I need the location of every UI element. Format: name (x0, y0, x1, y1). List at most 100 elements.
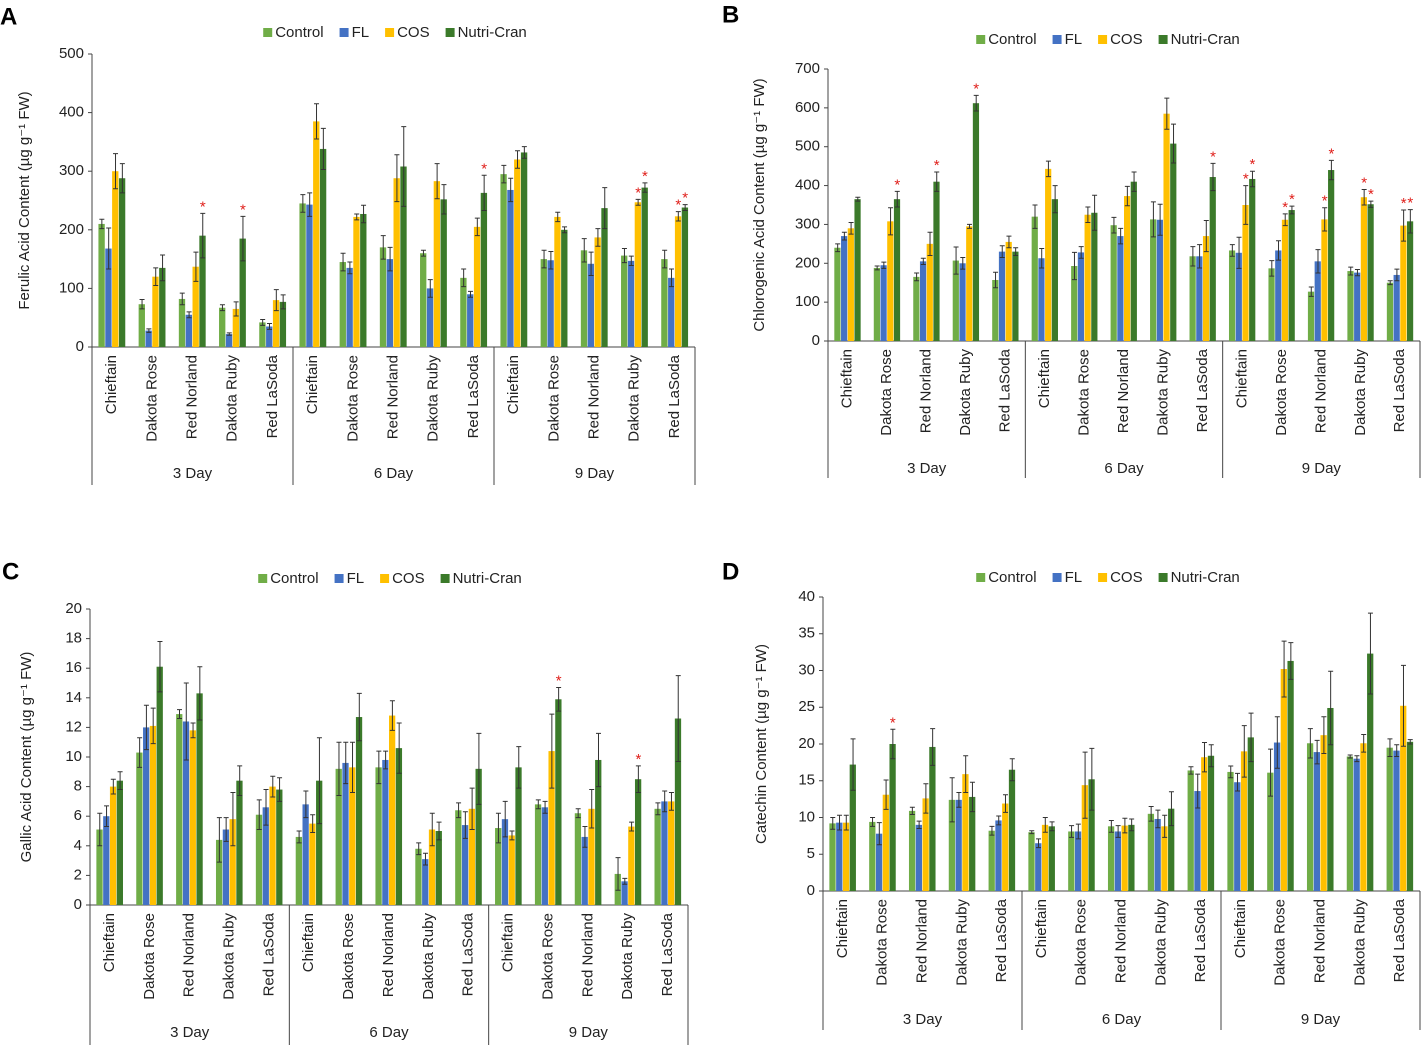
significance-mark: * (1243, 171, 1249, 188)
error-bar (380, 235, 386, 260)
panel-label: B (722, 1, 739, 28)
x-tick-label: Red Norland (1115, 349, 1132, 433)
bar (467, 294, 474, 347)
bar (1202, 236, 1210, 341)
x-tick-label: Red LaSoda (997, 348, 1014, 432)
bar (1393, 750, 1400, 891)
error-bar (589, 789, 595, 829)
error-bar (186, 311, 192, 319)
y-axis-title: Catechin Content (µg g⁻¹ FW) (753, 644, 770, 844)
bar (375, 767, 382, 905)
error-bar (320, 127, 326, 170)
x-tick-label: Chieftain (1036, 349, 1053, 408)
bar (948, 799, 956, 891)
error-bar (266, 323, 272, 330)
bar (1107, 826, 1115, 891)
bar (1360, 743, 1367, 891)
bar (621, 255, 628, 347)
legend-label: Control (275, 24, 323, 41)
bar (674, 718, 682, 905)
bar (192, 266, 199, 347)
error-bar (97, 812, 103, 847)
x-tick-label: Red Norland (384, 355, 401, 439)
error-bar (104, 805, 110, 828)
bar (269, 786, 276, 905)
error-bar (1347, 754, 1353, 759)
bar (1353, 758, 1360, 891)
error-bar (1092, 194, 1098, 231)
error-bar (668, 268, 674, 288)
x-tick-label: Red LaSoda (659, 912, 676, 996)
error-bar (1168, 791, 1174, 827)
bar (236, 780, 243, 905)
group-label: 6 Day (374, 465, 414, 482)
error-bar (930, 728, 936, 766)
x-tick-label: Chieftain (103, 355, 120, 414)
error-bar (894, 190, 900, 208)
error-bar (542, 800, 548, 814)
error-bar (1049, 821, 1055, 832)
y-tick-label: 6 (74, 807, 82, 824)
bar (887, 221, 894, 341)
bar (335, 768, 342, 905)
y-tick-label: 20 (798, 735, 815, 752)
bar (1314, 261, 1321, 341)
legend-swatch (1158, 573, 1168, 582)
error-bar (515, 150, 521, 169)
error-bar (469, 787, 475, 831)
group-label: 9 Day (575, 465, 615, 482)
bar (998, 251, 1006, 341)
error-bar (1201, 742, 1207, 773)
bar (1275, 250, 1282, 341)
y-tick-label: 20 (65, 600, 82, 617)
bar (145, 330, 152, 347)
bar (346, 267, 353, 347)
group-label: 3 Day (907, 460, 947, 477)
error-bar (1328, 159, 1334, 181)
bar (668, 801, 675, 905)
error-bar (1281, 640, 1287, 698)
x-tick-label: Chieftain (505, 355, 522, 414)
bar (156, 666, 163, 905)
error-bar (956, 792, 962, 808)
x-tick-label: Red Norland (181, 913, 198, 997)
bar (1077, 252, 1085, 341)
bar (1267, 772, 1274, 891)
bar (554, 216, 561, 347)
x-tick-label: Dakota Ruby (1351, 899, 1368, 986)
bar (266, 326, 273, 347)
bar (1386, 282, 1394, 341)
bar (674, 216, 682, 347)
bar (1273, 742, 1281, 891)
bar (382, 759, 389, 905)
legend-label: FL (347, 570, 365, 587)
bar (1400, 705, 1407, 891)
error-bar (280, 294, 286, 310)
error-bar (1203, 220, 1209, 253)
error-bar (420, 249, 426, 257)
bar (259, 322, 266, 347)
bar (1121, 825, 1128, 891)
error-bar (1321, 716, 1327, 755)
error-bar (347, 261, 353, 275)
error-bar (1013, 247, 1019, 257)
bar (400, 166, 407, 347)
bar (185, 314, 192, 347)
y-tick-label: 400 (795, 177, 820, 194)
error-bar (1361, 733, 1367, 753)
x-tick-label: Red Norland (913, 899, 930, 983)
error-bar (1129, 818, 1135, 832)
legend-swatch (258, 574, 268, 583)
y-tick-label: 300 (59, 162, 84, 179)
bar (1367, 204, 1374, 341)
y-axis-title: Ferulic Acid Content (µg g⁻¹ FW) (16, 91, 33, 309)
error-bar (1006, 235, 1012, 249)
error-bar (106, 227, 112, 270)
error-bar (1361, 188, 1367, 206)
x-tick-label: Dakota Ruby (1154, 349, 1171, 436)
bar (1002, 803, 1009, 891)
bar (1327, 707, 1334, 891)
error-bar (1354, 755, 1360, 763)
bar (1048, 826, 1055, 891)
bar (262, 807, 269, 905)
